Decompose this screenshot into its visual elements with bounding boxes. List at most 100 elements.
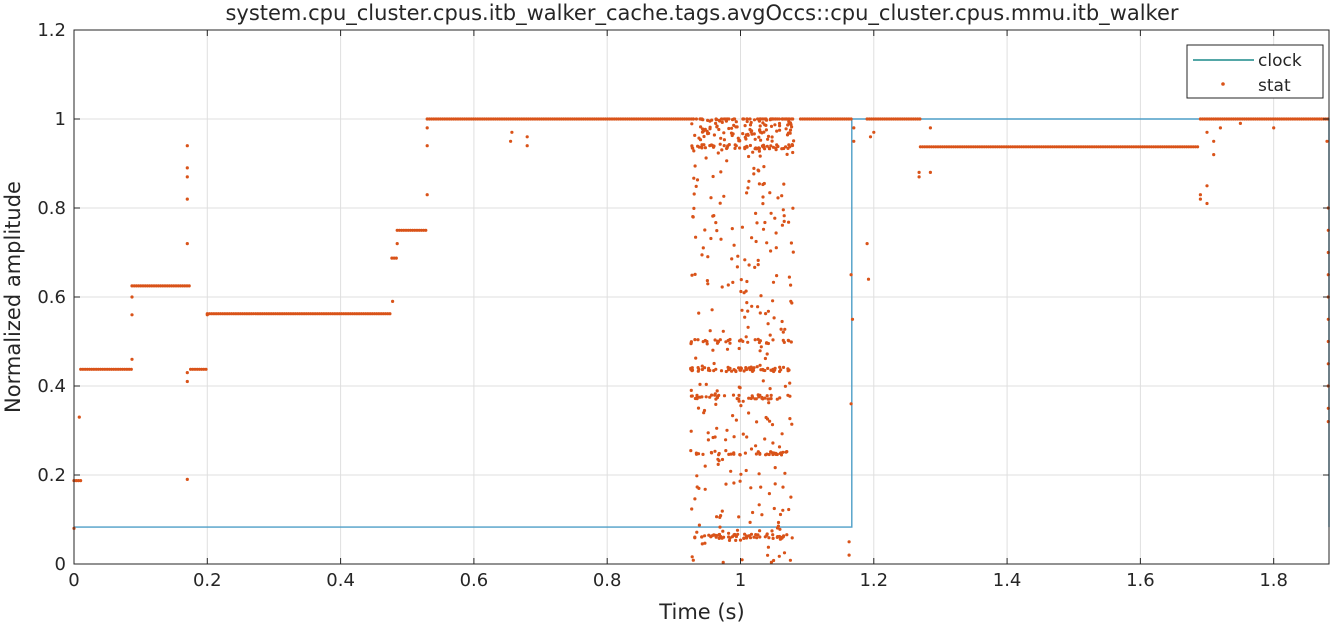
stat-marker <box>825 117 829 121</box>
stat-marker <box>513 117 517 121</box>
stat-marker <box>703 338 707 343</box>
stat-marker <box>943 145 947 149</box>
x-tick-label: 1.4 <box>993 570 1022 591</box>
stat-marker <box>834 117 838 121</box>
stat-marker <box>713 392 717 396</box>
stat-marker <box>715 515 719 519</box>
stat-marker <box>758 535 762 539</box>
stat-marker <box>717 533 722 537</box>
stat-marker <box>752 172 756 176</box>
stat-marker <box>306 312 311 316</box>
stat-marker <box>1046 145 1050 149</box>
stat-marker <box>751 510 755 515</box>
stat-marker <box>79 367 83 371</box>
stat-marker <box>847 553 851 557</box>
stat-marker <box>753 265 757 269</box>
stat-marker <box>743 147 747 151</box>
stat-marker <box>1176 145 1180 149</box>
stat-marker <box>750 236 754 240</box>
stat-marker <box>685 117 689 121</box>
stat-marker <box>786 338 790 342</box>
stat-marker <box>711 348 715 352</box>
stat-marker <box>757 135 761 139</box>
stat-marker <box>221 312 225 316</box>
stat-marker <box>745 117 749 121</box>
x-tick-label: 1.6 <box>1126 570 1155 591</box>
stat-marker <box>755 147 759 151</box>
stat-marker <box>603 117 608 121</box>
stat-marker <box>752 366 756 370</box>
stat-marker <box>850 317 855 321</box>
stat-marker <box>191 367 195 371</box>
stat-marker <box>759 368 763 372</box>
stat-marker <box>755 221 759 225</box>
stat-marker <box>836 117 840 121</box>
stat-marker <box>342 312 346 316</box>
stat-marker <box>1251 117 1255 121</box>
stat-marker <box>755 420 759 424</box>
stat-marker <box>1042 145 1046 149</box>
stat-marker <box>785 533 789 537</box>
stat-marker <box>713 338 717 342</box>
stat-marker <box>785 450 789 454</box>
stat-marker <box>827 117 831 121</box>
stat-marker <box>634 117 638 121</box>
stat-marker <box>731 393 736 397</box>
stat-marker <box>765 241 769 245</box>
stat-marker <box>751 150 755 154</box>
stat-marker <box>1223 117 1227 121</box>
stat-marker <box>1149 145 1153 149</box>
stat-marker <box>769 124 774 128</box>
stat-marker <box>746 309 750 313</box>
stat-marker <box>713 435 717 439</box>
stat-marker <box>1229 117 1233 121</box>
stat-marker <box>395 228 399 232</box>
stat-marker <box>913 117 918 121</box>
stat-marker <box>689 449 693 453</box>
stat-marker <box>434 117 438 121</box>
stat-marker <box>764 312 768 316</box>
stat-marker <box>273 312 278 316</box>
stat-marker <box>789 283 793 287</box>
stat-marker <box>1000 145 1004 149</box>
stat-marker <box>706 282 710 286</box>
stat-marker <box>700 395 704 399</box>
stat-marker <box>773 123 777 127</box>
stat-marker <box>690 146 694 150</box>
stat-marker <box>695 178 700 182</box>
stat-marker <box>658 117 663 121</box>
stat-marker <box>716 462 720 466</box>
stat-marker <box>1081 145 1085 149</box>
stat-marker <box>748 520 752 525</box>
stat-marker <box>456 117 460 121</box>
stat-marker <box>372 312 377 316</box>
stat-marker <box>661 117 665 121</box>
stat-marker <box>714 121 718 125</box>
stat-marker <box>130 284 134 288</box>
legend-label-stat: stat <box>1258 76 1291 96</box>
stat-marker <box>1247 117 1251 121</box>
stat-marker <box>98 367 103 371</box>
stat-marker <box>317 312 322 316</box>
stat-marker <box>443 117 447 121</box>
stat-marker <box>918 117 922 121</box>
stat-marker <box>447 117 451 121</box>
stat-marker <box>167 284 171 288</box>
stat-marker <box>189 367 193 371</box>
stat-marker <box>364 312 368 316</box>
stat-marker <box>773 466 777 470</box>
stat-marker <box>724 449 728 453</box>
stat-marker <box>936 145 940 149</box>
stat-marker <box>1203 117 1207 121</box>
stat-marker <box>1262 117 1266 121</box>
stat-marker <box>1031 145 1035 149</box>
stat-marker <box>1136 145 1140 149</box>
stat-marker <box>742 536 746 541</box>
stat-marker <box>744 468 748 473</box>
stat-marker <box>732 481 736 485</box>
stat-marker <box>714 397 718 401</box>
stat-marker <box>703 366 707 370</box>
stat-marker <box>379 312 383 316</box>
stat-marker <box>769 211 773 215</box>
stat-marker <box>752 118 757 122</box>
